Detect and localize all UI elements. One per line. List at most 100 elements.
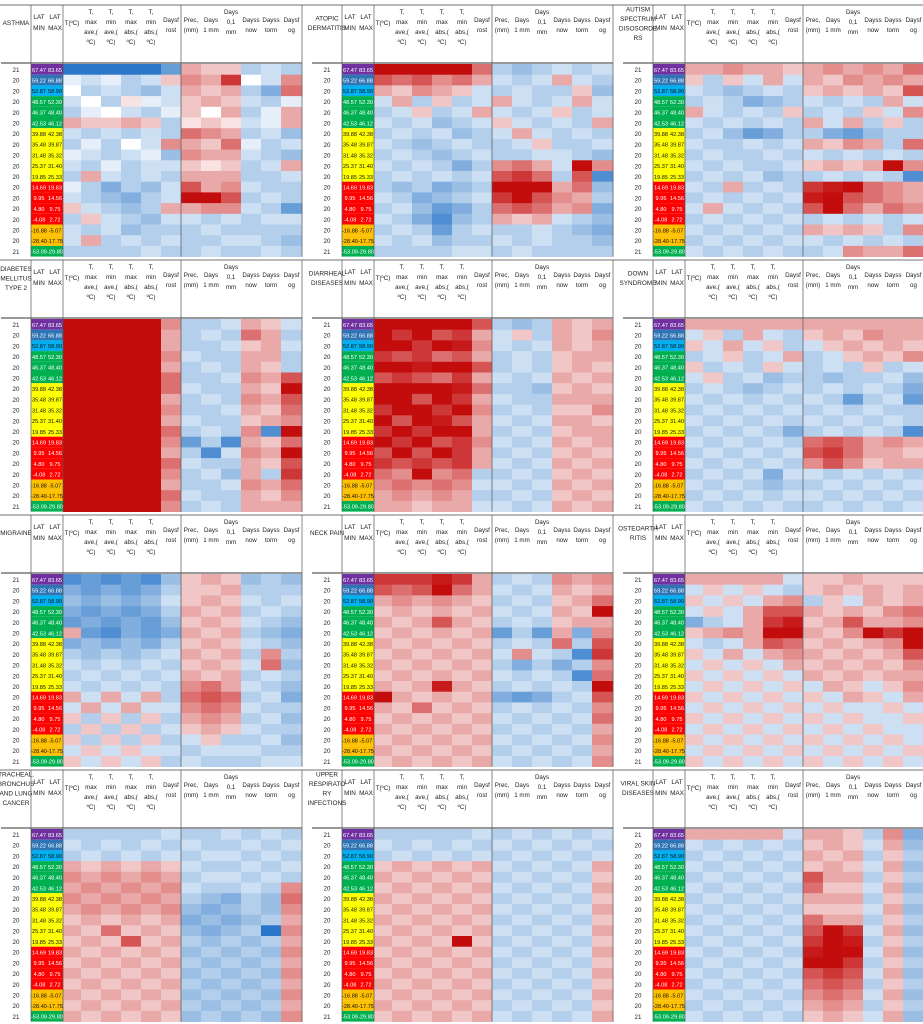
- variable-header: ºC): [127, 549, 136, 556]
- heat-cell: [472, 171, 493, 183]
- heat-cell: [452, 181, 473, 193]
- heat-cell: [903, 117, 923, 129]
- heat-cell: [552, 648, 573, 660]
- row-count: 20: [635, 928, 642, 935]
- heat-cell: [843, 968, 864, 980]
- heat-cell: [101, 64, 122, 76]
- variable-header: ºC): [147, 294, 156, 301]
- heat-cell: [492, 745, 513, 757]
- heat-cell: [883, 64, 904, 76]
- row-count: 20: [13, 88, 20, 95]
- heat-cell: [803, 734, 824, 746]
- heat-cell: [101, 936, 122, 948]
- heat-cell: [592, 745, 614, 757]
- heat-cell: [221, 213, 242, 225]
- heat-cell: [552, 203, 573, 215]
- heat-cell: [141, 584, 162, 596]
- heat-cell: [141, 203, 162, 215]
- lat-min-header: MIN: [655, 790, 667, 797]
- disease-panel: DOWNSYNDROMELATMINLATMAXT(ºC)T,maxave,(º…: [620, 260, 923, 512]
- heat-cell: [392, 681, 413, 693]
- heat-cell: [823, 850, 844, 862]
- heat-cell: [532, 957, 553, 969]
- heat-cell: [883, 648, 904, 660]
- heat-cell: [863, 490, 884, 502]
- heat-cell: [241, 106, 262, 118]
- heat-cell: [261, 946, 282, 958]
- row-count: 20: [13, 652, 20, 659]
- heat-cell: [685, 128, 704, 140]
- heat-cell: [592, 361, 614, 373]
- heat-cell: [512, 968, 533, 980]
- lat-band-cell: [342, 85, 374, 97]
- heat-cell: [685, 691, 704, 703]
- heat-cell: [743, 361, 764, 373]
- lat-min-value: 42.53: [32, 886, 46, 892]
- heat-cell: [863, 203, 884, 215]
- lat-min-value: 67.47: [654, 833, 668, 839]
- heat-cell: [161, 404, 182, 416]
- lat-max-value: 46.12: [48, 121, 62, 127]
- heat-cell: [572, 1000, 593, 1012]
- variable-header: Daysf: [595, 782, 611, 789]
- heat-cell: [703, 989, 724, 1001]
- heat-cell: [221, 361, 242, 373]
- heat-cell: [723, 404, 744, 416]
- heat-cell: [743, 329, 764, 341]
- heat-cell: [572, 606, 593, 618]
- heat-cell: [685, 861, 704, 873]
- heat-cell: [121, 755, 142, 767]
- heat-cell: [374, 978, 393, 990]
- heat-cell: [903, 490, 923, 502]
- heat-cell: [843, 861, 864, 873]
- heat-cell: [261, 479, 282, 491]
- row-count: 21: [13, 504, 20, 511]
- heat-cell: [121, 968, 142, 980]
- heat-cell: [512, 415, 533, 427]
- heat-cell: [432, 978, 453, 990]
- heat-cell: [141, 936, 162, 948]
- heat-cell: [452, 584, 473, 596]
- heat-cell: [241, 925, 262, 937]
- heat-cell: [101, 723, 122, 735]
- heat-cell: [783, 351, 804, 363]
- variable-header: ave,(: [104, 284, 119, 291]
- heat-cell: [392, 691, 413, 703]
- heat-cell: [141, 128, 162, 140]
- lat-band-cell: [653, 670, 685, 681]
- lat-min-value: -53.09: [31, 1015, 47, 1021]
- heat-cell: [823, 595, 844, 607]
- heat-cell: [412, 989, 433, 1001]
- lat-max-value: 2.72: [672, 728, 683, 734]
- variable-header: og: [910, 537, 917, 544]
- variable-header: Dayss: [884, 527, 901, 534]
- heat-cell: [432, 925, 453, 937]
- lat-min-value: 48.57: [32, 865, 46, 871]
- heat-cell: [281, 96, 303, 108]
- heat-cell: [81, 415, 102, 427]
- heat-cell: [863, 882, 884, 894]
- heat-cell: [261, 235, 282, 247]
- heat-cell: [221, 957, 242, 969]
- heat-cell: [241, 584, 262, 596]
- heat-cell: [823, 957, 844, 969]
- heat-cell: [703, 755, 724, 767]
- heat-cell: [452, 64, 473, 76]
- heat-cell: [121, 192, 142, 204]
- lat-min-value: 46.37: [32, 876, 46, 882]
- heat-cell: [374, 372, 393, 384]
- lat-max-value: 42.38: [359, 897, 373, 903]
- lat-min-header: MIN: [655, 280, 667, 287]
- heat-cell: [512, 404, 533, 416]
- variable-header: ave,(: [84, 284, 99, 291]
- heat-cell: [783, 64, 804, 76]
- heat-cell: [101, 882, 122, 894]
- heat-cell: [452, 968, 473, 980]
- heat-cell: [412, 648, 433, 660]
- heat-cell: [241, 500, 262, 512]
- variable-header: max: [85, 784, 98, 791]
- heat-cell: [101, 447, 122, 459]
- variable-header: mm: [537, 794, 547, 801]
- heat-cell: [261, 447, 282, 459]
- lat-min-value: -16.88: [31, 738, 47, 744]
